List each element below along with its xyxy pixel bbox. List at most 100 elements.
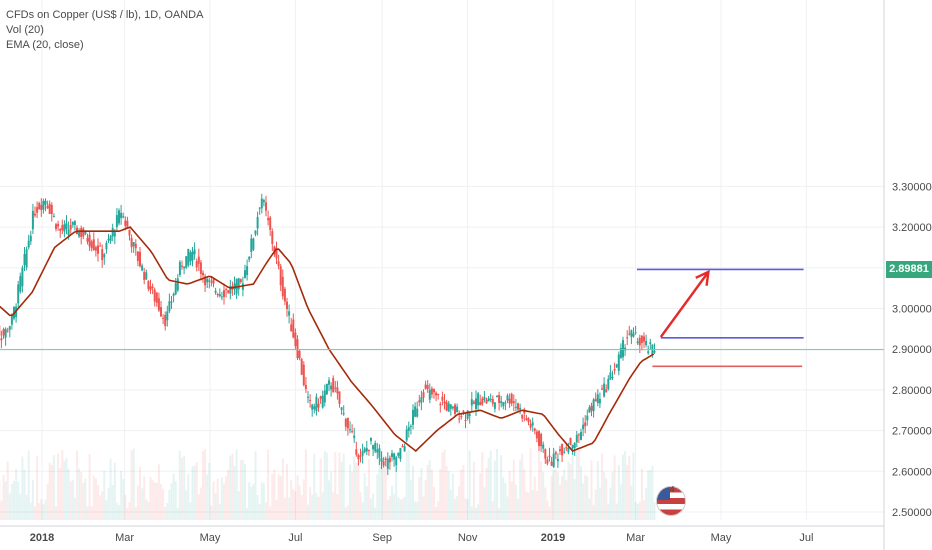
- candle-body: [540, 433, 543, 447]
- volume-bar: [170, 483, 173, 520]
- volume-bar: [294, 491, 297, 520]
- volume-bar: [464, 498, 467, 520]
- candle-body: [582, 424, 585, 430]
- volume-bar: [216, 478, 219, 520]
- candle-body: [111, 228, 114, 237]
- candle-body: [174, 283, 177, 295]
- candle-body: [569, 437, 572, 446]
- candle-body: [399, 448, 402, 459]
- candle-body: [412, 409, 414, 425]
- candle-body: [603, 383, 606, 397]
- candle-body: [220, 296, 223, 298]
- volume-bar: [132, 448, 135, 520]
- volume-bar: [397, 497, 400, 520]
- candle-body: [17, 284, 20, 304]
- candle-body: [546, 459, 549, 464]
- candle-body: [40, 204, 43, 211]
- volume-bar: [424, 479, 427, 520]
- candle-body: [244, 270, 246, 278]
- volume-bar: [302, 479, 305, 520]
- candle-body: [29, 235, 32, 242]
- candle-body: [315, 396, 318, 412]
- candle-body: [206, 278, 209, 283]
- volume-bar: [443, 449, 446, 520]
- volume-bar: [550, 476, 553, 520]
- volume-bar: [220, 477, 223, 520]
- y-tick-label: 3.30000: [892, 181, 932, 193]
- candle-body: [281, 276, 284, 297]
- candle-body: [645, 340, 648, 346]
- candle-body: [615, 364, 618, 368]
- candle-body: [132, 242, 135, 247]
- candle-body: [365, 448, 368, 452]
- volume-indicator-label[interactable]: Vol (20): [6, 24, 44, 36]
- candle-body: [409, 426, 412, 428]
- candle-body: [323, 390, 326, 403]
- volume-bar: [561, 475, 564, 520]
- volume-bar: [548, 506, 551, 520]
- volume-bar: [332, 492, 335, 520]
- volume-bar: [57, 453, 60, 520]
- candle-body: [82, 228, 85, 237]
- volume-bar: [107, 487, 110, 520]
- candle-body: [254, 230, 257, 235]
- volume-bar: [304, 449, 307, 520]
- candle-body: [422, 392, 425, 398]
- volume-bar: [109, 458, 112, 520]
- volume-bar: [477, 504, 480, 520]
- volume-bar: [69, 481, 72, 520]
- candle-body: [451, 406, 454, 409]
- candle-body: [225, 288, 228, 291]
- volume-bar: [430, 469, 433, 520]
- candle-body: [23, 254, 26, 266]
- candle-body: [527, 418, 530, 423]
- ema-indicator-label[interactable]: EMA (20, close): [6, 39, 84, 51]
- volume-bar: [204, 448, 207, 520]
- volume-bar: [76, 450, 78, 520]
- symbol-title[interactable]: CFDs on Copper (US$ / lb), 1D, OANDA: [6, 9, 204, 21]
- volume-bar: [514, 484, 517, 520]
- volume-bar: [342, 453, 345, 520]
- volume-bar: [265, 502, 267, 520]
- volume-bar: [160, 484, 162, 520]
- candle-body: [567, 447, 570, 453]
- volume-bar: [233, 465, 236, 520]
- candle-body: [42, 200, 45, 210]
- candle-body: [229, 286, 232, 294]
- candle-body: [388, 457, 391, 463]
- candle-body: [0, 338, 3, 341]
- volume-bar: [580, 466, 582, 520]
- volume-bar: [176, 507, 179, 520]
- volume-bar: [334, 451, 337, 520]
- x-tick-label: Jul: [288, 532, 302, 544]
- candle-body: [468, 413, 471, 417]
- candle-body: [397, 452, 400, 456]
- volume-bar: [315, 493, 318, 520]
- volume-bar: [237, 491, 240, 520]
- candle-body: [447, 403, 450, 412]
- volume-bar: [267, 449, 270, 520]
- grid-lines: [0, 0, 884, 520]
- volume-bar: [162, 488, 165, 520]
- candle-body: [204, 276, 207, 286]
- volume-bar: [338, 452, 341, 520]
- volume-bar: [380, 462, 383, 520]
- volume-bar: [48, 462, 51, 520]
- volume-bar: [63, 460, 66, 520]
- volume-bar: [86, 506, 89, 520]
- volume-bar: [168, 489, 171, 520]
- volume-bar: [248, 482, 251, 520]
- volume-bar: [622, 454, 624, 520]
- candle-body: [92, 239, 95, 251]
- us-flag-icon[interactable]: [656, 486, 686, 516]
- volume-bar: [313, 453, 316, 520]
- volume-bar: [605, 478, 608, 520]
- candle-body: [227, 290, 230, 293]
- volume-bar: [412, 466, 414, 520]
- candle-body: [202, 272, 204, 276]
- candle-body: [103, 254, 106, 258]
- candle-body: [378, 448, 381, 458]
- candle-body: [554, 452, 557, 455]
- candle-body: [143, 271, 146, 280]
